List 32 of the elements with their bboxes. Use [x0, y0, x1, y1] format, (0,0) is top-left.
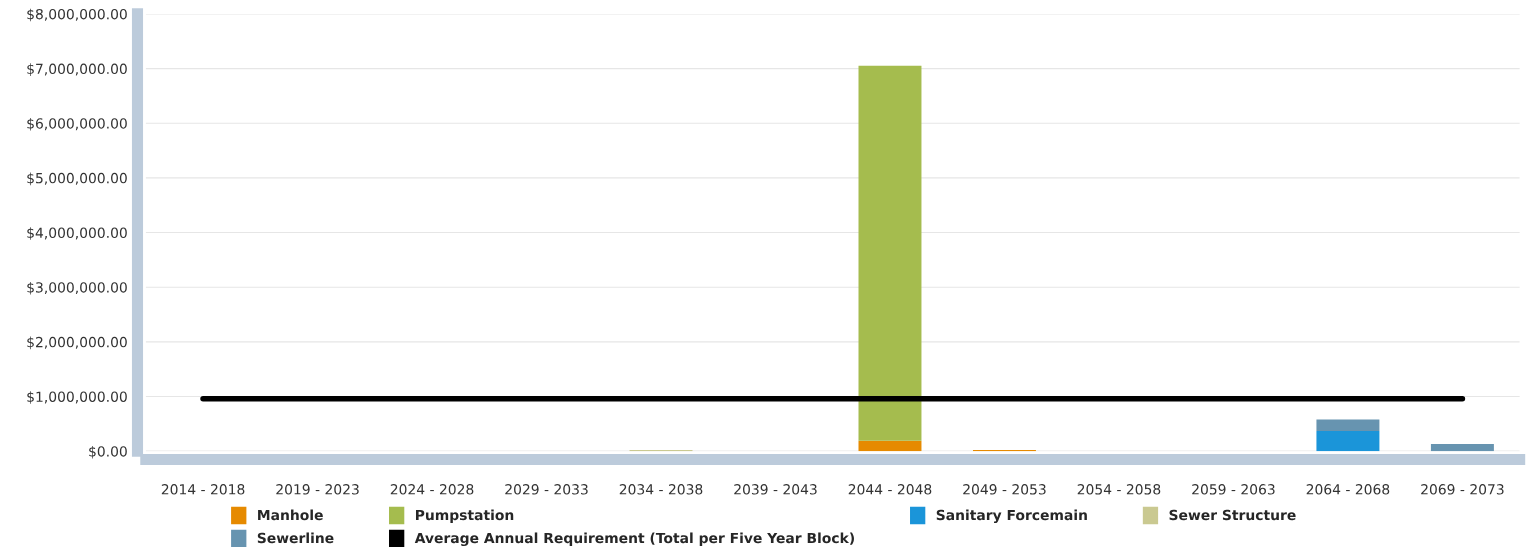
y-tick-label: $6,000,000.00	[27, 117, 127, 131]
bar	[1316, 430, 1380, 452]
bar	[1316, 419, 1380, 431]
legend-label: Manhole	[258, 509, 323, 521]
y-tick-label: $0.00	[89, 445, 127, 459]
bar	[858, 440, 922, 452]
y-tick-label: $2,000,000.00	[27, 336, 127, 350]
x-tick-label: 2064 - 2068	[1306, 484, 1390, 495]
x-tick-label: 2034 - 2038	[619, 484, 703, 495]
legend-label: Average Annual Requirement (Total per Five Year Block)	[414, 532, 854, 547]
legend-label: Sewer Structure	[1169, 509, 1296, 521]
x-tick-label: 2069 - 2073	[1421, 484, 1504, 495]
x-tick-label: 2059 - 2063	[1192, 484, 1275, 495]
x-tick-label: 2054 - 2058	[1077, 484, 1161, 495]
x-tick-label: 2014 - 2018	[161, 484, 245, 495]
y-tick-label: $3,000,000.00	[27, 281, 127, 295]
legend-label: Sewerline	[257, 532, 334, 544]
y-tick-label: $8,000,000.00	[27, 8, 127, 22]
y-tick-label: $4,000,000.00	[27, 227, 127, 240]
x-tick-label: 2029 - 2033	[505, 484, 588, 495]
legend-label: Pumpstation	[415, 509, 514, 523]
x-tick-label: 2044 - 2048	[848, 484, 932, 495]
y-tick-label: $5,000,000.00	[27, 172, 127, 186]
x-tick-label: 2024 - 2028	[390, 484, 474, 495]
x-tick-label: 2039 - 2043	[734, 484, 817, 495]
bar	[1430, 444, 1494, 452]
x-tick-label: 2019 - 2023	[276, 484, 359, 495]
x-tick-label: 2049 - 2053	[963, 484, 1046, 495]
legend-label: Sanitary Forcemain	[936, 509, 1087, 524]
y-tick-label: $7,000,000.00	[27, 63, 127, 76]
bar	[858, 65, 922, 441]
y-tick-label: $1,000,000.00	[27, 391, 127, 404]
